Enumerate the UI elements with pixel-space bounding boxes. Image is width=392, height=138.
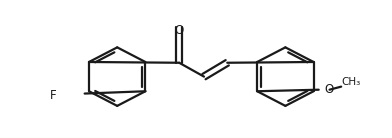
Text: F: F — [50, 89, 57, 102]
Text: O: O — [174, 24, 184, 37]
Text: CH₃: CH₃ — [341, 77, 360, 87]
Text: O: O — [324, 83, 333, 96]
